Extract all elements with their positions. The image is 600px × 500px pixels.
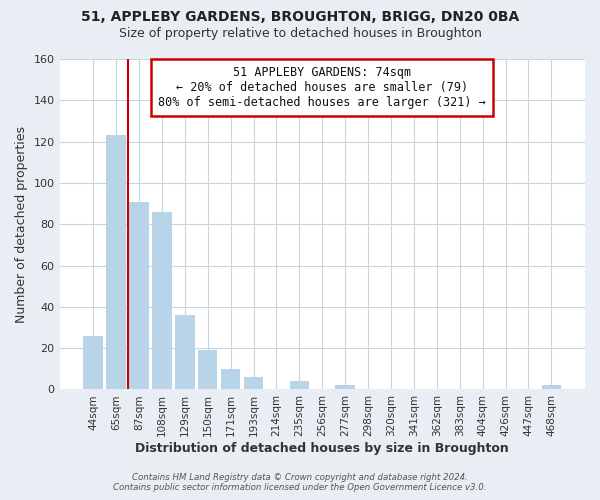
Bar [335, 386, 355, 390]
Text: Contains HM Land Registry data © Crown copyright and database right 2024.
Contai: Contains HM Land Registry data © Crown c… [113, 473, 487, 492]
Bar [542, 386, 561, 390]
Bar [129, 202, 149, 390]
Text: 51, APPLEBY GARDENS, BROUGHTON, BRIGG, DN20 0BA: 51, APPLEBY GARDENS, BROUGHTON, BRIGG, D… [81, 10, 519, 24]
Bar [290, 381, 309, 390]
Bar [152, 212, 172, 390]
Y-axis label: Number of detached properties: Number of detached properties [15, 126, 28, 322]
X-axis label: Distribution of detached houses by size in Broughton: Distribution of detached houses by size … [136, 442, 509, 455]
Bar [198, 350, 217, 390]
Bar [221, 369, 241, 390]
Text: Size of property relative to detached houses in Broughton: Size of property relative to detached ho… [119, 28, 481, 40]
Bar [106, 136, 126, 390]
Bar [175, 315, 194, 390]
Bar [83, 336, 103, 390]
Text: 51 APPLEBY GARDENS: 74sqm
← 20% of detached houses are smaller (79)
80% of semi-: 51 APPLEBY GARDENS: 74sqm ← 20% of detac… [158, 66, 486, 108]
Bar [244, 377, 263, 390]
